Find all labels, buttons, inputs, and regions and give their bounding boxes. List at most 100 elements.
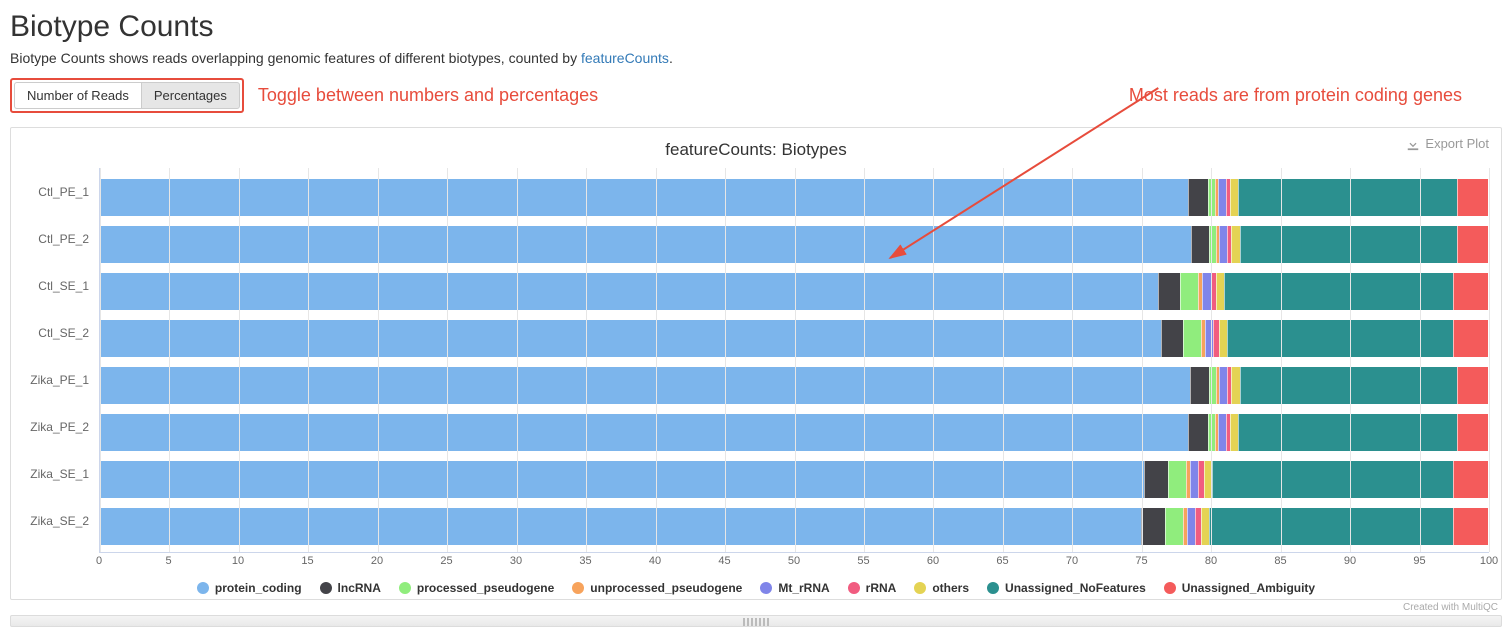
- legend-item-others[interactable]: others: [914, 581, 969, 595]
- bar-segment-Mt_rRNA[interactable]: [1202, 273, 1210, 310]
- bar-segment-Unassigned_NoFeatures[interactable]: [1209, 508, 1453, 545]
- bar-segment-Unassigned_Ambiguity[interactable]: [1457, 179, 1488, 216]
- bar-segment-Unassigned_NoFeatures[interactable]: [1227, 320, 1453, 357]
- legend-swatch: [914, 582, 926, 594]
- x-tick-label: 30: [510, 555, 522, 567]
- bar-segment-Unassigned_NoFeatures[interactable]: [1224, 273, 1453, 310]
- bar-segment-others[interactable]: [1201, 508, 1209, 545]
- x-tick-label: 100: [1480, 555, 1498, 567]
- x-axis: 0510152025303540455055606570758085909510…: [23, 555, 1489, 573]
- bar-segment-Mt_rRNA[interactable]: [1219, 367, 1227, 404]
- toggle-annotation: Toggle between numbers and percentages: [258, 85, 598, 106]
- bar-segment-processed_pseudogene[interactable]: [1209, 226, 1216, 263]
- legend-swatch: [572, 582, 584, 594]
- bar-segment-others[interactable]: [1219, 320, 1227, 357]
- bar-segment-lncRNA[interactable]: [1190, 367, 1209, 404]
- bar-segment-others[interactable]: [1216, 273, 1224, 310]
- bar-segment-others[interactable]: [1231, 226, 1239, 263]
- bar-segment-Unassigned_Ambiguity[interactable]: [1457, 226, 1488, 263]
- legend-item-protein_coding[interactable]: protein_coding: [197, 581, 302, 595]
- toggle-number-of-reads[interactable]: Number of Reads: [14, 82, 141, 109]
- bar-segment-protein_coding[interactable]: [101, 414, 1188, 451]
- legend-item-Unassigned_NoFeatures[interactable]: Unassigned_NoFeatures: [987, 581, 1146, 595]
- bar-segment-Unassigned_NoFeatures[interactable]: [1238, 414, 1457, 451]
- y-axis-label: Ctl_PE_2: [23, 215, 93, 262]
- stacked-bar[interactable]: [100, 460, 1489, 499]
- bar-segment-protein_coding[interactable]: [101, 226, 1191, 263]
- bar-segment-protein_coding[interactable]: [101, 461, 1144, 498]
- bar-segment-others[interactable]: [1204, 461, 1212, 498]
- bar-segment-protein_coding[interactable]: [101, 179, 1188, 216]
- legend-item-Mt_rRNA[interactable]: Mt_rRNA: [760, 581, 829, 595]
- bar-segment-protein_coding[interactable]: [101, 508, 1141, 545]
- stacked-bar[interactable]: [100, 319, 1489, 358]
- bar-segment-Unassigned_Ambiguity[interactable]: [1453, 320, 1488, 357]
- bar-segment-Unassigned_NoFeatures[interactable]: [1212, 461, 1453, 498]
- bar-segment-others[interactable]: [1230, 414, 1238, 451]
- bar-segment-others[interactable]: [1230, 179, 1238, 216]
- stacked-bar[interactable]: [100, 225, 1489, 264]
- legend-item-rRNA[interactable]: rRNA: [848, 581, 897, 595]
- bar-row: [100, 503, 1489, 550]
- horizontal-scrollbar[interactable]: [10, 615, 1502, 627]
- bar-segment-Unassigned_NoFeatures[interactable]: [1240, 226, 1458, 263]
- legend-item-processed_pseudogene[interactable]: processed_pseudogene: [399, 581, 554, 595]
- x-tick-label: 5: [165, 555, 171, 567]
- bar-segment-processed_pseudogene[interactable]: [1183, 320, 1201, 357]
- x-tick-label: 10: [232, 555, 244, 567]
- bar-segment-processed_pseudogene[interactable]: [1180, 273, 1198, 310]
- stacked-bar[interactable]: [100, 507, 1489, 546]
- x-tick-label: 85: [1274, 555, 1286, 567]
- bar-segment-lncRNA[interactable]: [1188, 179, 1207, 216]
- bar-segment-lncRNA[interactable]: [1158, 273, 1180, 310]
- bar-segment-Unassigned_Ambiguity[interactable]: [1453, 461, 1488, 498]
- x-tick-label: 80: [1205, 555, 1217, 567]
- legend-item-unprocessed_pseudogene[interactable]: unprocessed_pseudogene: [572, 581, 742, 595]
- bar-segment-protein_coding[interactable]: [101, 320, 1161, 357]
- bar-segment-Mt_rRNA[interactable]: [1187, 508, 1195, 545]
- stacked-bar[interactable]: [100, 272, 1489, 311]
- bar-segment-Mt_rRNA[interactable]: [1218, 414, 1226, 451]
- y-axis-label: Zika_PE_2: [23, 403, 93, 450]
- x-tick-label: 15: [301, 555, 313, 567]
- export-plot-button[interactable]: Export Plot: [1406, 136, 1489, 151]
- bar-row: [100, 174, 1489, 221]
- bar-segment-Mt_rRNA[interactable]: [1219, 226, 1227, 263]
- stacked-bar[interactable]: [100, 413, 1489, 452]
- bar-segment-processed_pseudogene[interactable]: [1165, 508, 1183, 545]
- bar-segment-processed_pseudogene[interactable]: [1208, 414, 1215, 451]
- bar-segment-Unassigned_Ambiguity[interactable]: [1457, 414, 1488, 451]
- bar-segment-Mt_rRNA[interactable]: [1190, 461, 1198, 498]
- legend-item-lncRNA[interactable]: lncRNA: [320, 581, 381, 595]
- legend-label: unprocessed_pseudogene: [590, 581, 742, 595]
- bar-segment-processed_pseudogene[interactable]: [1208, 179, 1215, 216]
- featurecounts-link[interactable]: featureCounts: [581, 50, 669, 66]
- bar-segment-lncRNA[interactable]: [1188, 414, 1207, 451]
- bar-segment-Unassigned_NoFeatures[interactable]: [1240, 367, 1458, 404]
- bar-segment-lncRNA[interactable]: [1191, 226, 1209, 263]
- bar-segment-processed_pseudogene[interactable]: [1168, 461, 1186, 498]
- bar-segment-processed_pseudogene[interactable]: [1209, 367, 1216, 404]
- stacked-bar[interactable]: [100, 366, 1489, 405]
- bar-segment-lncRNA[interactable]: [1161, 320, 1183, 357]
- bar-segment-Unassigned_Ambiguity[interactable]: [1457, 367, 1488, 404]
- x-tick-label: 50: [788, 555, 800, 567]
- bar-segment-Unassigned_Ambiguity[interactable]: [1453, 508, 1488, 545]
- stacked-bar[interactable]: [100, 178, 1489, 217]
- x-tick-label: 60: [927, 555, 939, 567]
- toggle-percentages[interactable]: Percentages: [141, 82, 240, 109]
- bar-segment-Unassigned_NoFeatures[interactable]: [1238, 179, 1457, 216]
- legend-item-Unassigned_Ambiguity[interactable]: Unassigned_Ambiguity: [1164, 581, 1315, 595]
- bar-segment-Mt_rRNA[interactable]: [1218, 179, 1226, 216]
- bar-segment-Mt_rRNA[interactable]: [1205, 320, 1213, 357]
- bar-segment-lncRNA[interactable]: [1144, 461, 1168, 498]
- bar-segment-lncRNA[interactable]: [1141, 508, 1165, 545]
- x-tick-label: 25: [440, 555, 452, 567]
- x-tick-label: 55: [857, 555, 869, 567]
- legend-label: rRNA: [866, 581, 897, 595]
- bar-segment-others[interactable]: [1231, 367, 1239, 404]
- bar-segment-Unassigned_Ambiguity[interactable]: [1453, 273, 1488, 310]
- bar-segment-protein_coding[interactable]: [101, 273, 1158, 310]
- bar-segment-protein_coding[interactable]: [101, 367, 1190, 404]
- subtitle-prefix: Biotype Counts shows reads overlapping g…: [10, 50, 581, 66]
